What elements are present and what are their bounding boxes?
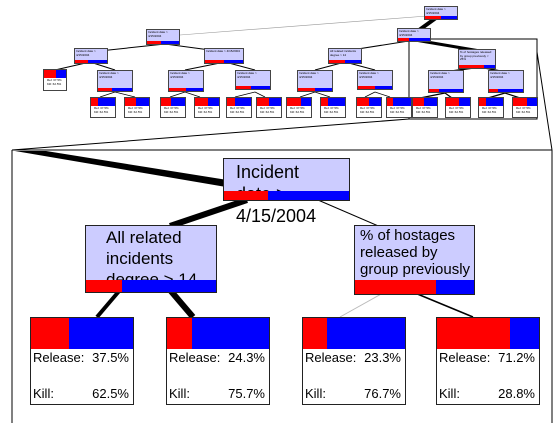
detail-root-node: Incident date > 4/15/2004 xyxy=(223,158,350,226)
overview-leaf-text: Rel: 37.5% Kill: 62.5% xyxy=(47,78,62,86)
overview-leaf-text: Rel: 37.5% Kill: 62.5% xyxy=(516,106,531,114)
detail-leaf-bar xyxy=(31,318,133,349)
overview-node-l3-b: Incident date > 4/15/2004 xyxy=(168,70,204,92)
overview-leaf: Rel: 37.5% Kill: 62.5% xyxy=(478,97,504,118)
overview-node-l3-g: Incident date > 4/15/2004 xyxy=(488,70,524,93)
overview-node-label: Incident date > 4/15/2004 xyxy=(206,49,240,53)
overview-leaf-text: Rel: 37.5% Kill: 62.5% xyxy=(94,106,109,114)
kill-value: 76.7% xyxy=(364,386,401,401)
release-label: Release: xyxy=(169,350,221,365)
overview-leaf-text: Rel: 37.5% Kill: 62.5% xyxy=(482,106,497,114)
kill-label: Kill: xyxy=(33,386,54,401)
overview-leaf: Rel: 37.5% Kill: 62.5% xyxy=(90,97,116,118)
overview-node-label: Incident date > 4/15/2004 xyxy=(148,30,168,38)
overview-node-l2-d: % of hostages released by group previous… xyxy=(458,49,496,69)
overview-node-label: All related incidents degree > 14 xyxy=(330,49,357,57)
overview-node-l2-c: All related incidents degree > 14 xyxy=(328,48,362,64)
overview-leaf: Rel: 37.5% Kill: 62.5% xyxy=(412,97,438,118)
kill-row: Kill: 28.8% xyxy=(439,386,535,401)
overview-node-l3-d: Incident date > 4/15/2004 xyxy=(297,70,333,92)
detail-right-node: % of hostages released by group previous… xyxy=(354,225,475,295)
overview-node-l1-right: Incident date > 4/15/2004 xyxy=(397,28,431,42)
overview-leaf-text: Rel: 37.5% Kill: 62.5% xyxy=(360,106,375,114)
detail-root-label: Incident date > 4/15/2004 xyxy=(236,162,317,226)
release-label: Release: xyxy=(305,350,357,365)
detail-leaf-bar xyxy=(303,318,405,349)
kill-row: Kill: 62.5% xyxy=(33,386,129,401)
overview-leaf: Rel: 37.5% Kill: 62.5% xyxy=(43,69,67,91)
overview-leaf-text: Rel: 37.5% Kill: 62.5% xyxy=(128,106,143,114)
overview-node-label: Incident date > 4/15/2004 xyxy=(430,71,450,79)
release-value: 37.5% xyxy=(92,350,129,365)
overview-leaf-text: Rel: 37.5% Kill: 62.5% xyxy=(449,106,464,114)
overview-leaf: Rel: 37.5% Kill: 62.5% xyxy=(124,97,150,118)
overview-root-node: Incident date > 4/15/2004 xyxy=(424,6,458,20)
detail-leaf: Release: 23.3% Kill: 76.7% xyxy=(302,317,406,405)
kill-value: 28.8% xyxy=(498,386,535,401)
overview-node-label: Incident date > 4/15/2004 xyxy=(237,71,257,79)
release-value: 24.3% xyxy=(228,350,265,365)
overview-leaf-text: Rel: 37.5% Kill: 62.5% xyxy=(324,106,339,114)
release-row: Release: 71.2% xyxy=(439,350,535,365)
release-label: Release: xyxy=(33,350,85,365)
kill-value: 62.5% xyxy=(92,386,129,401)
kill-label: Kill: xyxy=(169,386,190,401)
overview-node-label: Incident date > 4/15/2004 xyxy=(76,49,96,57)
overview-leaf: Rel: 37.5% Kill: 62.5% xyxy=(286,97,312,118)
detail-left-node: All related incidents degree > 14 xyxy=(85,225,217,293)
release-row: Release: 37.5% xyxy=(33,350,129,365)
overview-node-l1-left: Incident date > 4/15/2004 xyxy=(146,29,180,45)
overview-node-l3-a: Incident date > 4/15/2004 xyxy=(97,70,133,92)
overview-node-l2-b: Incident date > 4/15/2004 xyxy=(204,48,244,64)
overview-leaf-text: Rel: 37.5% Kill: 62.5% xyxy=(230,106,245,114)
overview-leaf: Rel: 37.5% Kill: 62.5% xyxy=(160,97,186,118)
release-value: 23.3% xyxy=(364,350,401,365)
overview-leaf: Rel: 37.5% Kill: 62.5% xyxy=(386,97,412,118)
overview-leaf: Rel: 37.5% Kill: 62.5% xyxy=(445,97,471,118)
detail-leaf: Release: 71.2% Kill: 28.8% xyxy=(436,317,540,405)
overview-node-label: % of hostages released by group previous… xyxy=(460,50,492,61)
overview-leaf: Rel: 37.5% Kill: 62.5% xyxy=(356,97,382,118)
overview-node-label: Incident date > 4/15/2004 xyxy=(359,71,379,79)
release-value: 71.2% xyxy=(498,350,535,365)
overview-node-label: Incident date > 4/15/2004 xyxy=(299,71,319,79)
release-label: Release: xyxy=(439,350,491,365)
overview-node-l3-f: Incident date > 4/15/2004 xyxy=(428,70,464,93)
detail-leaf: Release: 37.5% Kill: 62.5% xyxy=(30,317,134,405)
kill-label: Kill: xyxy=(305,386,326,401)
overview-node-label: Incident date > 4/15/2004 xyxy=(426,7,446,15)
overview-leaf-text: Rel: 37.5% Kill: 62.5% xyxy=(198,106,213,114)
overview-leaf-text: Rel: 37.5% Kill: 62.5% xyxy=(260,106,275,114)
overview-node-l3-c: Incident date > 4/15/2004 xyxy=(235,70,271,90)
overview-leaf-text: Rel: 37.5% Kill: 62.5% xyxy=(416,106,431,114)
overview-node-label: Incident date > 4/15/2004 xyxy=(399,29,419,37)
release-row: Release: 24.3% xyxy=(169,350,265,365)
kill-label: Kill: xyxy=(439,386,460,401)
release-row: Release: 23.3% xyxy=(305,350,401,365)
overview-leaf-text: Rel: 37.5% Kill: 62.5% xyxy=(164,106,179,114)
detail-leaf-bar xyxy=(437,318,539,349)
overview-leaf: Rel: 37.5% Kill: 62.5% xyxy=(226,97,252,118)
kill-value: 75.7% xyxy=(228,386,265,401)
overview-leaf: Rel: 37.5% Kill: 62.5% xyxy=(320,97,346,118)
kill-row: Kill: 76.7% xyxy=(305,386,401,401)
overview-node-label: Incident date > 4/15/2004 xyxy=(490,71,510,79)
detail-leaf-bar xyxy=(167,318,269,349)
detail-leaf: Release: 24.3% Kill: 75.7% xyxy=(166,317,270,405)
overview-node-l2-a: Incident date > 4/15/2004 xyxy=(74,48,108,64)
overview-leaf: Rel: 37.5% Kill: 62.5% xyxy=(256,97,282,118)
overview-leaf-text: Rel: 37.5% Kill: 62.5% xyxy=(390,106,405,114)
overview-leaf: Rel: 37.5% Kill: 62.5% xyxy=(194,97,220,118)
overview-leaf-text: Rel: 37.5% Kill: 62.5% xyxy=(290,106,305,114)
overview-node-label: Incident date > 4/15/2004 xyxy=(99,71,119,79)
overview-leaf: Rel: 37.5% Kill: 62.5% xyxy=(512,97,538,118)
kill-row: Kill: 75.7% xyxy=(169,386,265,401)
overview-node-label: Incident date > 4/15/2004 xyxy=(170,71,190,79)
overview-node-l3-e: Incident date > 4/15/2004 xyxy=(357,70,393,90)
